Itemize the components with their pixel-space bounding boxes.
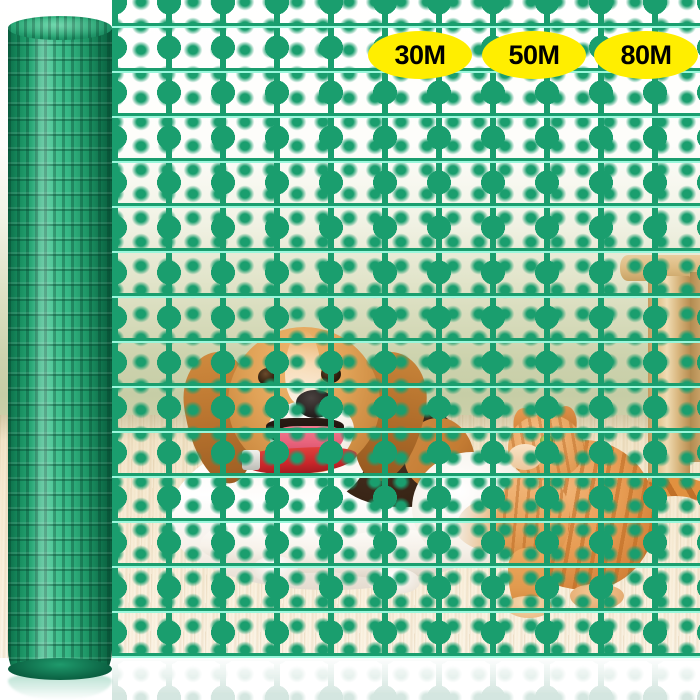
size-badge-30m-label: 30M: [394, 39, 446, 70]
roll-bottom-cap: [8, 658, 112, 680]
cat-muzzle: [508, 444, 542, 470]
dog-eye-left: [258, 368, 278, 386]
size-badge-80m[interactable]: 80M: [594, 31, 698, 79]
dog-paw-left: [252, 556, 298, 582]
size-badge-group: 30M 50M 80M: [0, 0, 700, 100]
dog-paw-right: [368, 568, 420, 594]
size-badge-30m[interactable]: 30M: [368, 31, 472, 79]
roll-top-cap: [8, 16, 112, 40]
mesh-roll: [8, 8, 112, 680]
mesh-reflection-corners: [112, 656, 700, 700]
cat-eye: [540, 435, 553, 446]
dog-collar-buckle: [242, 450, 260, 470]
roll-top-rim: [10, 18, 110, 38]
roll-cylinder: [8, 26, 112, 676]
size-badge-50m-label: 50M: [508, 39, 560, 70]
stool-leg: [648, 276, 690, 491]
size-badge-80m-label: 80M: [620, 39, 672, 70]
roll-gloss-highlight: [32, 28, 54, 668]
dog-eye-right: [321, 365, 341, 383]
size-badge-50m[interactable]: 50M: [482, 31, 586, 79]
mesh-reflection: [112, 656, 700, 700]
stool-leg-secondary: [690, 272, 700, 462]
